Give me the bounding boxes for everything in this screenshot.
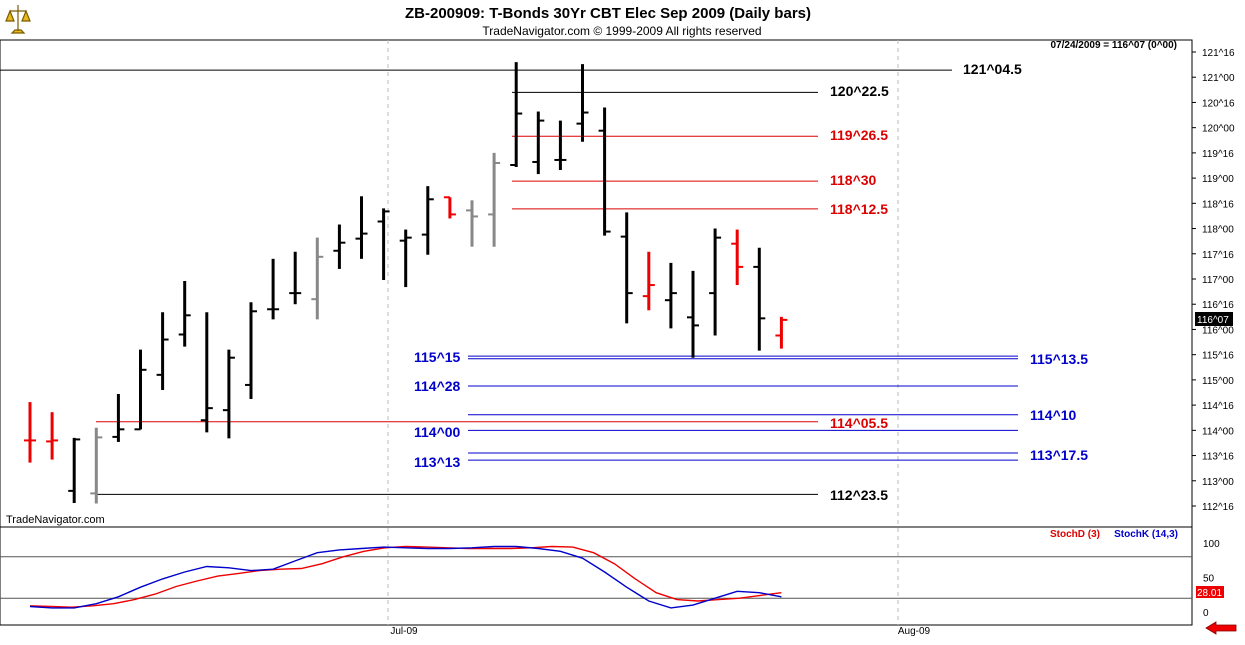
ohlc-bar xyxy=(620,212,633,324)
time-gridlines xyxy=(387,40,899,625)
level-label: 113^17.5 xyxy=(1030,447,1088,463)
level-lines-group: 121^04.5 120^22.5 119^26.5 118^30 118^12.5 11… xyxy=(0,61,1088,503)
stoch-k-legend: StochK (14,3) xyxy=(1114,529,1178,540)
ohlc-bar xyxy=(68,437,81,503)
price-tick-label: 121^16 xyxy=(1202,48,1235,59)
ohlc-bar xyxy=(598,107,611,236)
ohlc-bar xyxy=(532,111,545,175)
ohlc-bar xyxy=(222,349,235,439)
price-tick-label: 116^00 xyxy=(1202,325,1234,336)
price-tick-label: 114^16 xyxy=(1202,401,1234,412)
ohlc-bar xyxy=(24,402,36,463)
level-label: 115^13.5 xyxy=(1030,351,1088,367)
time-tick-label: Aug-09 xyxy=(898,626,931,637)
ohlc-bar xyxy=(267,258,280,320)
ohlc-bar xyxy=(421,186,434,255)
stoch-k-line xyxy=(29,545,782,609)
stoch-tick-label: 50 xyxy=(1203,574,1215,585)
ohlc-bar xyxy=(554,120,567,171)
ohlc-bar xyxy=(46,412,59,460)
last-price-tag-bg xyxy=(1195,312,1233,326)
ohlc-bar xyxy=(200,312,213,433)
price-tick-label: 119^00 xyxy=(1202,174,1234,185)
stoch-d-legend: StochD (3) xyxy=(1050,529,1100,540)
scales-logo-icon xyxy=(5,5,31,34)
ohlc-bar xyxy=(112,394,125,442)
level-label: 119^26.5 xyxy=(830,127,888,143)
level-label: 118^30 xyxy=(830,172,877,188)
ohlc-bar xyxy=(156,312,169,390)
price-plot-frame xyxy=(0,39,1193,626)
stochastic-pane: 100 50 0 xyxy=(0,539,1220,619)
ohlc-bar xyxy=(443,196,456,219)
price-tick-label: 115^16 xyxy=(1202,351,1234,362)
price-tick-label: 118^00 xyxy=(1202,225,1234,236)
price-tick-label: 113^16 xyxy=(1202,452,1234,463)
level-label: 121^04.5 xyxy=(963,61,1022,77)
price-tick-label: 120^00 xyxy=(1202,124,1235,135)
price-tick-label: 121^00 xyxy=(1202,73,1235,84)
ohlc-bar xyxy=(775,316,788,349)
ohlc-bar xyxy=(245,302,257,400)
ohlc-bar xyxy=(731,229,744,286)
ohlc-bar xyxy=(753,247,766,351)
ohlc-bar xyxy=(355,196,368,259)
price-axis: 121^16 121^00 120^16 120^00 119^16 119^00 118^… xyxy=(1192,48,1235,513)
ohlc-bars-group xyxy=(24,62,788,504)
ohlc-bar xyxy=(576,64,589,142)
price-tick-label: 117^00 xyxy=(1202,275,1234,286)
price-tick-label: 118^16 xyxy=(1202,199,1234,210)
ohlc-bar xyxy=(333,224,346,269)
watermark-text: TradeNavigator.com xyxy=(6,514,105,526)
chart-subtitle: TradeNavigator.com © 1999-2009 All right… xyxy=(482,24,761,38)
ohlc-bar xyxy=(134,349,147,431)
stoch-tick-label: 100 xyxy=(1203,539,1220,550)
ohlc-bar xyxy=(488,152,501,247)
level-label: 120^22.5 xyxy=(830,83,889,99)
last-price-tag: 116^07 xyxy=(1197,315,1229,326)
ohlc-bar xyxy=(289,251,302,305)
chart-title: ZB-200909: T-Bonds 30Yr CBT Elec Sep 200… xyxy=(405,5,811,22)
level-label: 114^10 xyxy=(1030,407,1077,423)
ohlc-bar xyxy=(687,270,699,358)
price-tick-label: 114^00 xyxy=(1202,426,1234,437)
level-label: 112^23.5 xyxy=(830,487,888,503)
quote-readout: 07/24/2009 = 116^07 (0^00) xyxy=(1050,40,1177,51)
stoch-tick-label: 0 xyxy=(1203,608,1209,619)
ohlc-bar xyxy=(377,208,390,281)
ohlc-bar xyxy=(709,228,722,336)
ohlc-bar xyxy=(510,62,523,168)
level-label: 113^13 xyxy=(414,454,461,470)
level-label: 114^00 xyxy=(414,424,461,440)
red-left-arrow-icon[interactable] xyxy=(1205,621,1237,635)
ohlc-bar xyxy=(178,281,191,347)
price-tick-label: 120^16 xyxy=(1202,98,1235,109)
price-tick-label: 119^16 xyxy=(1202,149,1234,160)
ohlc-bar xyxy=(642,251,655,311)
ohlc-bar xyxy=(399,229,412,288)
level-label: 114^05.5 xyxy=(830,415,888,431)
price-tick-label: 112^16 xyxy=(1202,502,1234,513)
ohlc-bar xyxy=(90,427,103,504)
time-axis: Jul-09 Aug-09 xyxy=(390,626,930,637)
price-tick-label: 115^00 xyxy=(1202,376,1234,387)
level-label: 115^15 xyxy=(414,349,461,365)
price-tick-label: 117^16 xyxy=(1202,250,1234,261)
ohlc-bar xyxy=(664,262,677,329)
price-tick-label: 116^16 xyxy=(1202,300,1234,311)
time-tick-label: Jul-09 xyxy=(390,626,418,637)
level-label: 114^28 xyxy=(414,378,461,394)
price-tick-label: 113^00 xyxy=(1202,477,1234,488)
ohlc-bar xyxy=(311,237,324,320)
stoch-last-value: 28.01 xyxy=(1197,588,1222,599)
stoch-d-line xyxy=(29,545,782,608)
ohlc-bar xyxy=(466,200,478,247)
stoch-last-tag-bg xyxy=(1196,586,1224,598)
level-label: 118^12.5 xyxy=(830,201,888,217)
